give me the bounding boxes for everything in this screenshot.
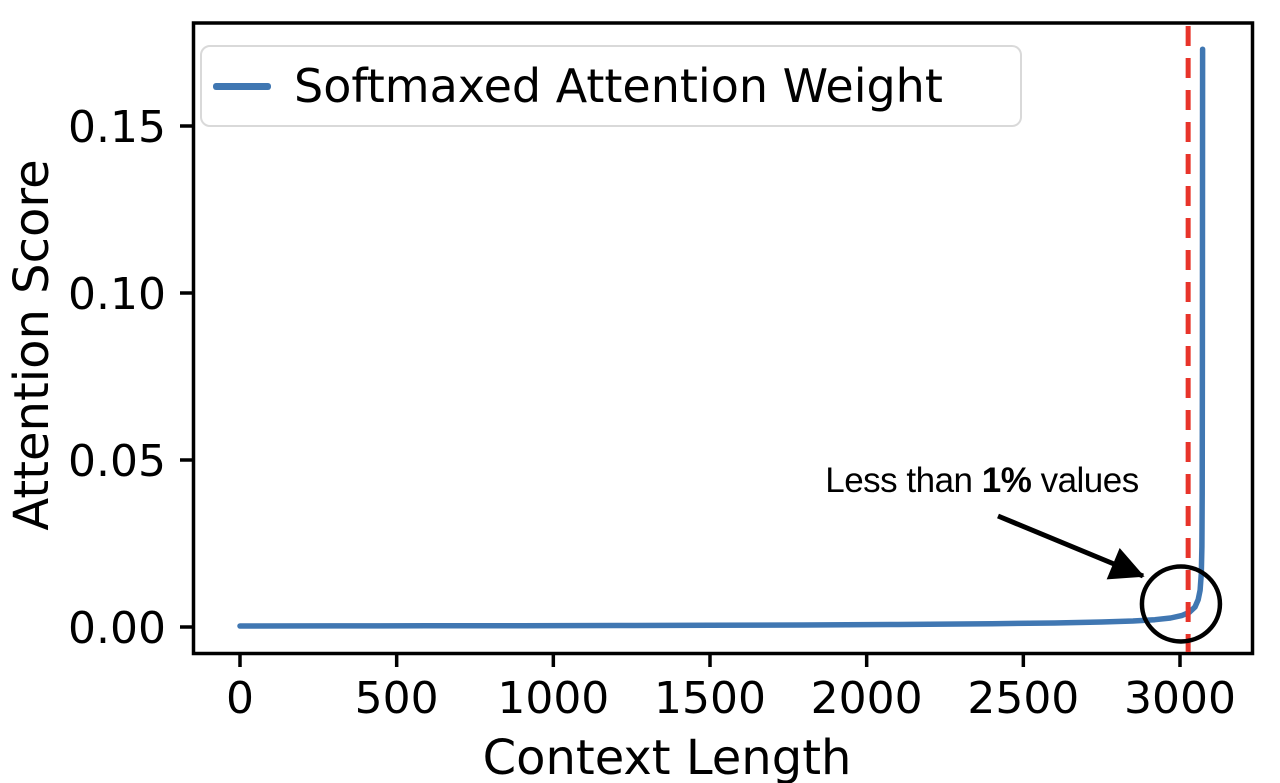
x-tick-label: 1500: [654, 673, 766, 724]
annotation-suffix: values: [1031, 461, 1140, 500]
annotation-circle: [1139, 564, 1223, 644]
annotation-text: Less than 1% values: [825, 461, 1139, 501]
y-tick-label: 0.00: [68, 603, 166, 654]
annotation-prefix: Less than: [825, 461, 982, 500]
y-tick-label: 0.10: [68, 269, 166, 320]
x-tick-label: 500: [355, 673, 439, 724]
legend-label: Softmaxed Attention Weight: [294, 59, 943, 113]
x-tick-label: 0: [226, 673, 254, 724]
x-tick-label: 1000: [497, 673, 609, 724]
y-tick-label: 0.15: [68, 102, 166, 153]
plot-border: [191, 21, 1255, 656]
y-tick-label: 0.05: [68, 436, 166, 487]
x-tick-label: 2000: [811, 673, 923, 724]
legend: Softmaxed Attention Weight: [200, 45, 1022, 127]
y-axis-label: Attention Score: [4, 159, 60, 531]
x-axis-label: Context Length: [482, 730, 852, 783]
legend-line-sample: [213, 82, 271, 90]
annotation-bold: 1%: [981, 461, 1032, 500]
x-tick-label: 2500: [967, 673, 1079, 724]
annotation-arrow: [997, 513, 1145, 580]
x-tick-label: 3000: [1124, 673, 1236, 724]
